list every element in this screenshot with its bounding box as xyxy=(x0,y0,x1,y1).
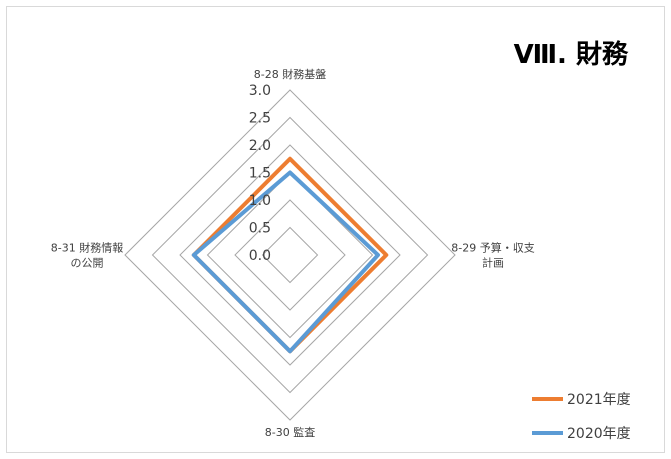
chart-frame: 0.0 0.5 1.0 1.5 2.0 2.5 3.0 8-28 財務基盤 8-29 予算・収… xyxy=(6,6,665,453)
axis-label: 8-29 予算・収支 xyxy=(451,241,534,255)
chart-title: Ⅷ. 財務 xyxy=(514,40,629,70)
axis-label: 8-31 財務情報 xyxy=(51,241,123,255)
radar-chart: 0.0 0.5 1.0 1.5 2.0 2.5 3.0 8-28 財務基盤 8-29 予算・収… xyxy=(51,40,631,442)
series-line xyxy=(191,170,380,354)
axis-label: 計画 xyxy=(482,256,504,270)
radar-grid xyxy=(124,89,456,421)
grid-ring xyxy=(234,199,346,311)
series-line xyxy=(191,156,389,354)
tick-label: 1.5 xyxy=(249,166,271,182)
grid-ring xyxy=(261,226,319,284)
legend-label: 2020年度 xyxy=(567,426,631,442)
tick-label: 3.0 xyxy=(249,83,271,99)
tick-labels: 0.0 0.5 1.0 1.5 2.0 2.5 3.0 xyxy=(249,83,271,264)
tick-label: 0.0 xyxy=(249,248,271,264)
axis-label: の公開 xyxy=(71,257,104,270)
tick-label: 2.5 xyxy=(249,111,271,127)
grid-ring xyxy=(151,116,429,394)
legend-label: 2021年度 xyxy=(567,392,631,408)
axis-label: 8-30 監査 xyxy=(265,425,315,439)
axis-label: 8-28 財務基盤 xyxy=(254,67,326,81)
tick-label: 1.0 xyxy=(249,193,271,209)
legend: 2021年度 2020年度 xyxy=(532,392,631,442)
tick-label: 2.0 xyxy=(249,138,271,154)
grid-ring xyxy=(206,171,374,339)
series-layer xyxy=(191,156,389,354)
grid-ring xyxy=(124,89,456,421)
tick-label: 0.5 xyxy=(249,221,271,237)
grid-ring xyxy=(179,144,401,366)
